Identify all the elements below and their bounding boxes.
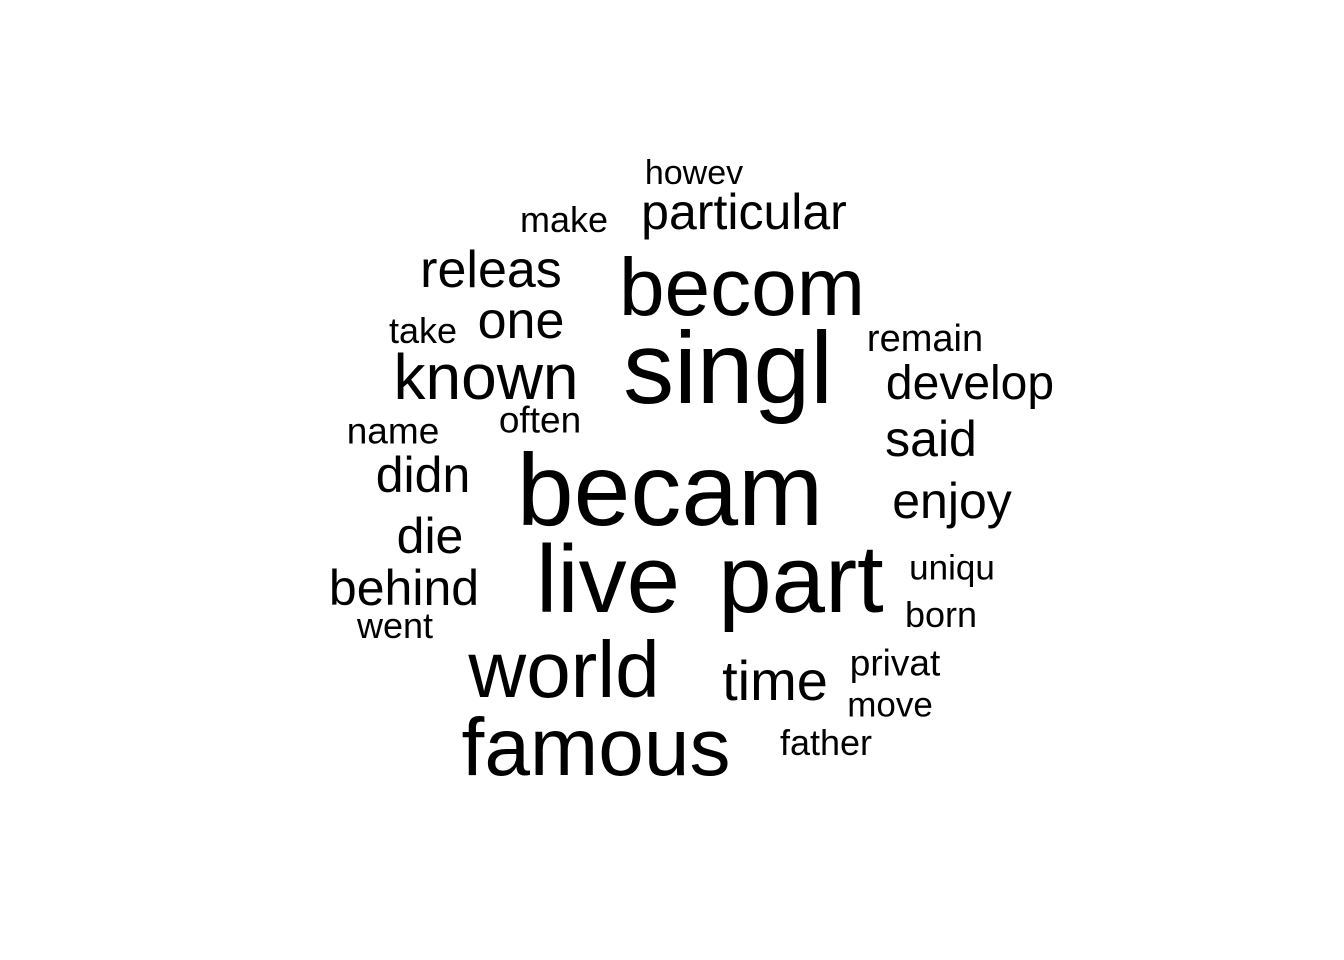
word-born: born [904,594,978,635]
word-becom: becom [618,242,866,333]
word-behind: behind [328,560,480,616]
word-often: often [498,399,582,441]
word-said: said [885,411,977,467]
word-world: world [468,625,660,714]
word-howev: howev [644,154,744,192]
word-name: name [346,410,440,452]
word-live: live [535,526,681,633]
word-particular: particular [641,184,847,240]
word-privat: privat [849,642,941,684]
word-known: known [393,341,579,413]
word-time: time [722,649,828,712]
word-singl: singl [623,311,833,425]
word-make: make [519,199,609,240]
word-move: move [847,685,933,725]
word-enjoy: enjoy [892,473,1012,529]
word-take: take [388,310,458,351]
word-one: one [477,292,565,350]
word-becam: becam [516,433,824,547]
word-went: went [356,605,434,646]
word-didn: didn [375,447,471,503]
word-remain: remain [866,318,984,360]
word-part: part [718,526,884,633]
word-die: die [396,508,464,564]
word-famous: famous [461,702,731,793]
word-develop: develop [885,357,1055,410]
word-father: father [779,722,873,763]
word-releas: releas [420,241,562,299]
word-uniqu: uniqu [909,548,995,588]
